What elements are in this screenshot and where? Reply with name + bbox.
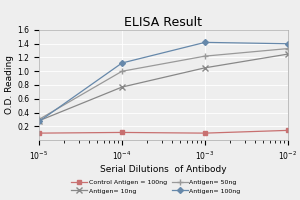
Antigen= 100ng (120, 62, 124, 64)
Antigen= 100ng (286, 43, 290, 45)
Line: Control Antigen = 100ng: Control Antigen = 100ng (37, 128, 290, 135)
Antigen= 10ng (286, 53, 290, 55)
Antigen= 10ng (120, 86, 124, 88)
Y-axis label: O.D. Reading: O.D. Reading (5, 55, 14, 114)
Line: Antigen= 100ng: Antigen= 100ng (37, 40, 290, 124)
Title: ELISA Result: ELISA Result (124, 16, 202, 29)
Antigen= 100ng (37, 120, 41, 123)
Line: Antigen= 50ng: Antigen= 50ng (36, 46, 291, 122)
Antigen= 50ng (37, 118, 41, 121)
Antigen= 50ng (120, 70, 124, 72)
Control Antigen = 100ng (286, 129, 290, 132)
Antigen= 100ng (203, 41, 207, 44)
Control Antigen = 100ng (37, 132, 41, 134)
X-axis label: Serial Dilutions  of Antibody: Serial Dilutions of Antibody (100, 165, 227, 174)
Antigen= 50ng (286, 47, 290, 50)
Antigen= 50ng (203, 55, 207, 57)
Legend: Control Antigen = 100ng, Antigen= 10ng, Antigen= 50ng, Antigen= 100ng: Control Antigen = 100ng, Antigen= 10ng, … (70, 178, 242, 195)
Control Antigen = 100ng (120, 131, 124, 134)
Line: Antigen= 10ng: Antigen= 10ng (36, 51, 291, 124)
Antigen= 10ng (37, 120, 41, 122)
Antigen= 10ng (203, 67, 207, 69)
Control Antigen = 100ng (203, 132, 207, 134)
